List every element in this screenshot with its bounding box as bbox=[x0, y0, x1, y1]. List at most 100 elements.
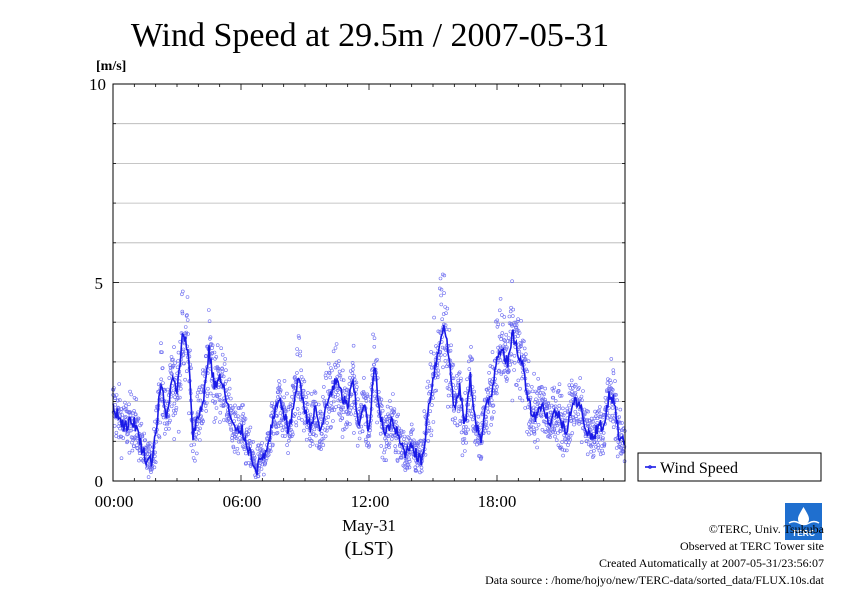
data-point bbox=[417, 448, 422, 452]
data-point bbox=[282, 395, 286, 400]
data-point bbox=[572, 384, 577, 389]
data-point bbox=[323, 434, 328, 439]
data-point bbox=[504, 332, 509, 337]
x-axis-unit-label: (LST) bbox=[345, 538, 394, 560]
data-point bbox=[523, 352, 528, 357]
data-point bbox=[498, 296, 503, 301]
data-point bbox=[447, 386, 451, 391]
data-point bbox=[506, 339, 510, 343]
data-point bbox=[312, 427, 317, 432]
data-point bbox=[275, 414, 279, 418]
data-point bbox=[585, 452, 590, 457]
data-point bbox=[396, 412, 401, 417]
data-point bbox=[327, 371, 332, 376]
data-point bbox=[309, 439, 314, 443]
data-point bbox=[458, 378, 463, 383]
data-point bbox=[462, 449, 467, 453]
data-point bbox=[570, 431, 575, 435]
data-point bbox=[290, 430, 295, 434]
data-point bbox=[227, 392, 231, 397]
data-point bbox=[248, 425, 253, 430]
data-point bbox=[277, 379, 281, 383]
data-point bbox=[609, 357, 614, 361]
data-point bbox=[282, 379, 287, 383]
data-point bbox=[227, 420, 232, 425]
data-point bbox=[439, 302, 444, 307]
data-point bbox=[172, 408, 176, 413]
data-point bbox=[265, 453, 270, 458]
data-point bbox=[146, 475, 151, 479]
data-point bbox=[350, 367, 355, 372]
data-point bbox=[577, 385, 581, 390]
data-point bbox=[532, 439, 537, 444]
data-point bbox=[589, 420, 594, 424]
data-point bbox=[611, 425, 616, 430]
data-point bbox=[301, 388, 306, 393]
data-point bbox=[324, 370, 329, 375]
data-point bbox=[286, 405, 291, 410]
data-point bbox=[400, 430, 404, 435]
data-point bbox=[321, 443, 326, 447]
data-point bbox=[372, 344, 377, 349]
data-point bbox=[495, 384, 499, 389]
data-point bbox=[512, 360, 517, 365]
data-point bbox=[470, 357, 475, 362]
data-point bbox=[218, 410, 223, 415]
data-point bbox=[602, 442, 607, 446]
data-point bbox=[280, 433, 285, 438]
data-point bbox=[259, 467, 264, 471]
data-point bbox=[526, 359, 531, 364]
data-point bbox=[229, 426, 233, 431]
data-point bbox=[443, 359, 448, 363]
data-point bbox=[507, 369, 511, 374]
data-point bbox=[599, 414, 603, 419]
data-point bbox=[539, 414, 544, 419]
data-point bbox=[542, 392, 546, 397]
scatter-points bbox=[111, 272, 627, 480]
data-point bbox=[551, 423, 555, 428]
data-point bbox=[207, 319, 212, 324]
data-point bbox=[534, 397, 538, 402]
data-point bbox=[469, 412, 474, 416]
data-point bbox=[114, 430, 119, 435]
data-point bbox=[454, 386, 458, 390]
data-point bbox=[561, 453, 565, 458]
data-point bbox=[572, 422, 576, 427]
data-point bbox=[591, 419, 595, 424]
data-point bbox=[491, 410, 496, 414]
data-point bbox=[362, 376, 366, 380]
data-point bbox=[557, 406, 561, 411]
data-point bbox=[204, 353, 208, 358]
data-point bbox=[427, 391, 431, 396]
data-point bbox=[583, 411, 587, 416]
data-point bbox=[401, 429, 406, 434]
data-point bbox=[428, 362, 433, 367]
data-point bbox=[563, 418, 568, 423]
data-point bbox=[469, 345, 473, 349]
data-point bbox=[266, 452, 271, 457]
data-point bbox=[539, 385, 544, 389]
data-point bbox=[464, 440, 468, 445]
data-point bbox=[327, 409, 331, 414]
data-point bbox=[294, 423, 299, 428]
data-point bbox=[442, 273, 447, 278]
data-point bbox=[222, 403, 227, 407]
data-point bbox=[407, 465, 412, 470]
data-point bbox=[474, 432, 478, 436]
data-point bbox=[382, 447, 387, 452]
data-point bbox=[237, 439, 241, 444]
data-point bbox=[596, 434, 601, 439]
data-point bbox=[295, 371, 299, 375]
data-point bbox=[473, 438, 478, 443]
data-point bbox=[504, 345, 509, 350]
data-point bbox=[486, 386, 491, 391]
data-point bbox=[596, 438, 601, 442]
data-point bbox=[224, 379, 228, 384]
data-point bbox=[295, 347, 299, 351]
data-point bbox=[439, 353, 443, 357]
data-point bbox=[543, 386, 548, 391]
data-point bbox=[167, 420, 171, 425]
data-point bbox=[573, 409, 578, 414]
data-point bbox=[559, 393, 564, 398]
data-point bbox=[535, 438, 540, 442]
